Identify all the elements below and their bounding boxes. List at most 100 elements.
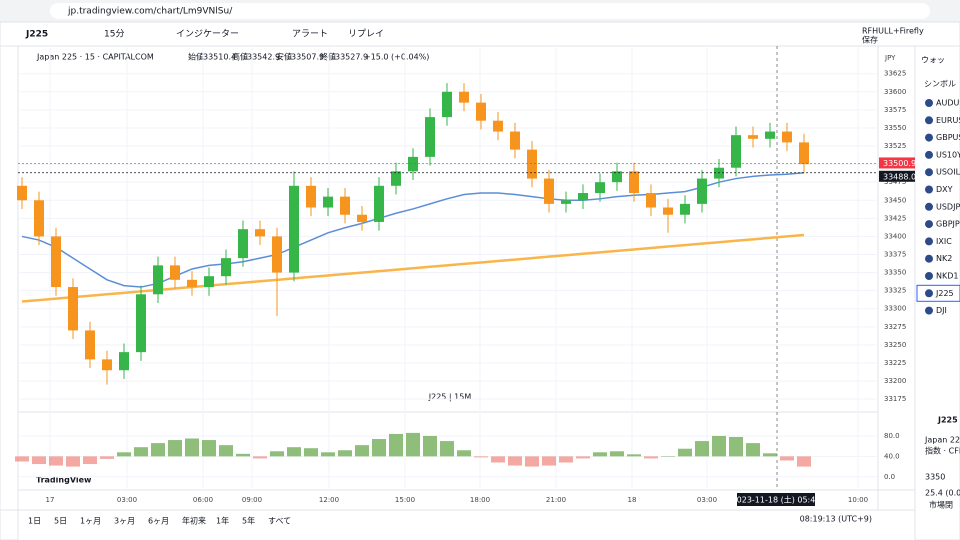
range-button[interactable]: 年初来	[182, 516, 206, 526]
legend-close-label: 終値	[320, 52, 336, 62]
watch-icon	[925, 289, 933, 298]
osc-bar	[695, 441, 709, 457]
candle-body	[697, 178, 707, 204]
url-box[interactable]	[50, 3, 930, 19]
osc-bar	[219, 445, 233, 457]
range-button[interactable]: 5日	[54, 517, 67, 526]
x-tick-label: 21:00	[546, 496, 566, 504]
legend-close: 33527.9	[335, 53, 368, 62]
candle-body	[170, 265, 180, 280]
candle-body	[646, 193, 656, 208]
osc-bar	[627, 454, 641, 457]
watch-symbol[interactable]: AUDUS	[936, 99, 960, 108]
osc-bar	[644, 456, 658, 459]
legend-open: 33510.4	[203, 53, 236, 62]
candle-body	[782, 131, 792, 143]
watch-symbol[interactable]: USDJP	[936, 202, 960, 211]
interval[interactable]: 15分	[104, 29, 124, 40]
y-tick-label: 33625	[884, 70, 906, 78]
y-tick-label: 33300	[884, 305, 906, 313]
y-tick-label: 33525	[884, 142, 906, 150]
x-tick-label: 12:00	[319, 496, 339, 504]
candle-body	[510, 131, 520, 150]
osc-bar	[355, 445, 369, 457]
candle-body	[459, 91, 469, 103]
candle-body	[153, 265, 163, 295]
price-tag-label: 33500.9	[883, 159, 916, 168]
osc-bar	[15, 456, 29, 462]
crosshair-time: 2023-11-18 (土) 05:45	[732, 495, 821, 505]
candle-body	[612, 171, 622, 183]
watch-symbol[interactable]: J225	[935, 289, 954, 298]
range-button[interactable]: 1年	[216, 516, 229, 526]
y-tick-label: 33200	[884, 377, 906, 385]
candle-body	[578, 193, 588, 201]
candle-body	[391, 171, 401, 186]
watch-icon	[925, 237, 933, 246]
watch-symbol[interactable]: DXY	[936, 185, 953, 194]
detail-status: 市場閉	[929, 500, 953, 510]
save[interactable]: 保存	[862, 35, 878, 45]
candle-body	[34, 200, 44, 237]
candle-body	[306, 185, 316, 208]
range-button[interactable]: 5年	[242, 516, 255, 526]
osc-bar	[746, 443, 760, 457]
candle-body	[425, 117, 435, 157]
osc-bar	[389, 433, 403, 457]
watch-symbol[interactable]: NKD1	[936, 272, 958, 281]
range-button[interactable]: 1日	[28, 517, 41, 526]
indicator-line	[21, 172, 805, 288]
range-button[interactable]: 3ヶ月	[114, 517, 135, 526]
candle-body	[799, 142, 809, 165]
watch-icon	[925, 133, 933, 142]
candle-body	[289, 185, 299, 273]
indicators[interactable]: インジケーター	[176, 29, 239, 40]
y-tick-label: 33600	[884, 88, 906, 96]
osc-bar	[712, 435, 726, 457]
candle-body	[748, 135, 758, 139]
osc-bar	[440, 441, 454, 457]
range-button[interactable]: 6ヶ月	[148, 517, 169, 526]
legend-high-label: 高値	[232, 52, 248, 62]
y-tick-label: 33250	[884, 341, 906, 349]
osc-tick-label: 80.0	[884, 432, 900, 440]
range-button[interactable]: すべて	[268, 517, 291, 526]
osc-bar	[49, 456, 63, 466]
candle-body	[442, 91, 452, 118]
y-tick-label: 33325	[884, 287, 906, 295]
y-tick-label: 33375	[884, 251, 906, 259]
osc-bar	[797, 456, 811, 467]
watch-symbol[interactable]: EURUS	[936, 116, 960, 125]
url: jp.tradingview.com/chart/Lm9VNlSu/	[67, 7, 233, 17]
watch-symbol[interactable]: NK2	[936, 254, 952, 263]
osc-bar	[474, 456, 488, 458]
range-button[interactable]: 1ヶ月	[80, 517, 101, 526]
alert[interactable]: アラート	[292, 29, 328, 40]
watch-symbol[interactable]: GBPUS	[936, 133, 960, 142]
candle-body	[102, 359, 112, 371]
detail-name: Japan 225	[924, 436, 960, 445]
osc-bar	[83, 456, 97, 465]
tool-strip	[0, 45, 19, 540]
x-tick-label: 09:00	[242, 496, 262, 504]
symbol[interactable]: J225	[25, 30, 48, 40]
price-tag-label: 33488.0	[883, 172, 916, 181]
y-tick-label: 33475	[884, 178, 906, 186]
osc-bar	[304, 448, 318, 457]
watch-symbol[interactable]: US10Y	[936, 150, 960, 159]
osc-bar	[236, 453, 250, 457]
watch-symbol[interactable]: USOIL	[936, 168, 960, 177]
legend-change: +15.0 (+0.04%)	[364, 53, 429, 62]
candle-body	[629, 171, 639, 194]
candle-body	[714, 167, 724, 179]
layout-name[interactable]: RFHULL+Firefly	[862, 27, 924, 36]
replay[interactable]: リプレイ	[348, 29, 384, 40]
watch-symbol[interactable]: DJI	[936, 306, 947, 315]
y-tick-label: 33175	[884, 395, 906, 403]
candle-body	[17, 185, 27, 201]
osc-bar	[763, 453, 777, 457]
watch-symbol[interactable]: GBPJP	[936, 220, 960, 229]
osc-bar	[372, 439, 386, 457]
watch-symbol[interactable]: IXIC	[936, 237, 952, 246]
x-tick-label: 10:00	[848, 496, 868, 504]
